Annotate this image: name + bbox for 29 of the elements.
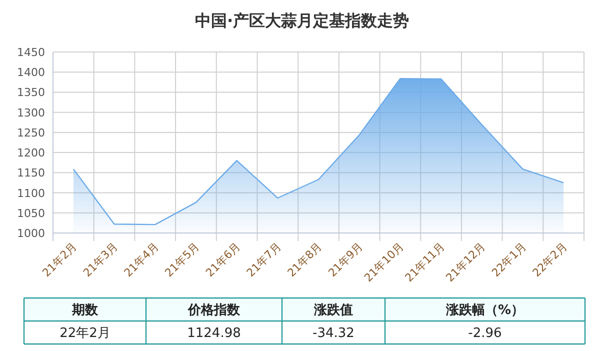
y-tick-label: 1000	[17, 227, 45, 240]
text: 涨跌值	[313, 303, 353, 318]
text: 价格指数	[187, 303, 241, 318]
x-tick-label: 21年4月	[122, 240, 162, 280]
text: -34.32	[312, 326, 354, 341]
y-tick-label: 1400	[17, 66, 45, 80]
x-tick-label: 22年2月	[530, 240, 570, 280]
text: 涨跌幅（%）	[444, 303, 524, 318]
y-tick-label: 1200	[17, 146, 45, 160]
x-tick-label: 22年1月	[489, 240, 529, 280]
y-tick-label: 1150	[17, 166, 45, 180]
x-tick-label: 21年5月	[162, 240, 202, 280]
text: -2.96	[468, 326, 502, 341]
x-tick-label: 21年2月	[40, 240, 80, 280]
y-tick-label: 1450	[17, 46, 45, 59]
x-tick-label: 21年12月	[443, 240, 488, 284]
y-tick-label: 1050	[17, 206, 45, 220]
x-tick-label: 21年7月	[244, 240, 284, 280]
chart-title: 中国·产区大蒜月定基指数走势	[194, 11, 410, 30]
x-tick-label: 21年8月	[285, 240, 325, 280]
y-tick-label: 1350	[17, 86, 45, 100]
y-tick-label: 1300	[17, 106, 45, 120]
x-tick-label: 21年6月	[203, 240, 243, 280]
y-tick-label: 1250	[17, 126, 45, 140]
x-tick-label: 21年3月	[80, 240, 120, 280]
text: 1124.98	[187, 326, 241, 341]
text: 期数	[71, 303, 99, 318]
text: 22年2月	[60, 326, 110, 341]
y-tick-label: 1100	[17, 186, 45, 200]
